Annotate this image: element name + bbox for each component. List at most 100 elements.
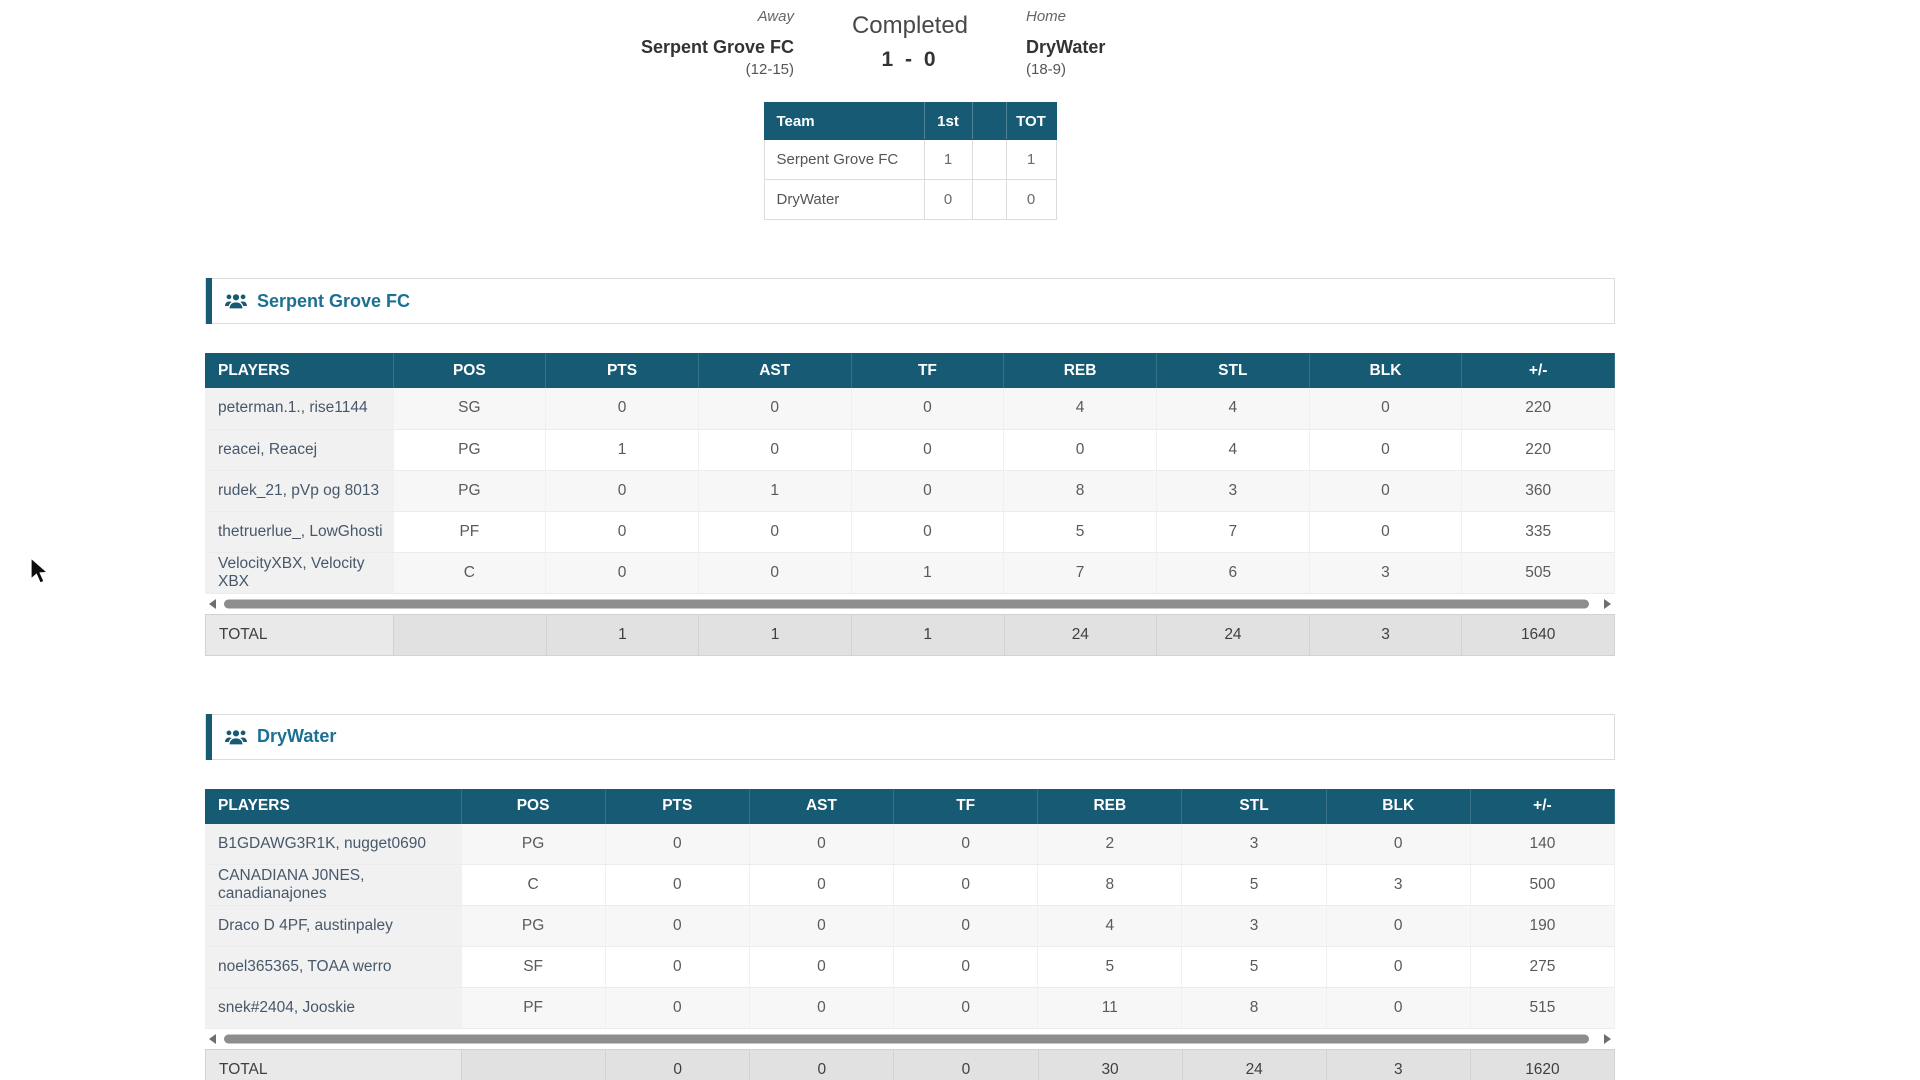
stat-value-cell: 0 [605,905,750,947]
stat-value-cell: PF [461,987,606,1029]
player-stats-table: PLAYERS POS PTS AST TF REB STL BLK +/- peterman.1… [205,353,1615,594]
stat-value-cell: 7 [1003,552,1157,594]
stat-value-cell: 0 [605,823,750,865]
player-row: peterman.1., rise1144 SG 0 0 0 4 4 0 220 [205,388,1615,430]
total-value-cell: 24 [1004,613,1158,656]
score-value-cell: 0 [923,179,973,220]
stat-value-cell: 4 [1156,388,1310,430]
stat-value-cell: 4 [1003,388,1157,430]
totals-row-table: TOTAL 0 0 0 30 24 3 1620 [205,1049,1616,1080]
stats-header-row: PLAYERS POS PTS AST TF REB STL BLK +/- [205,353,1615,388]
stat-value-cell: 190 [1470,905,1616,947]
stat-value-cell: 220 [1461,388,1615,430]
score-value-cell [971,179,1007,220]
stat-value-cell: 7 [1156,511,1310,553]
stat-value-cell: 5 [1003,511,1157,553]
users-icon [225,728,247,746]
stats-column-header: TF [851,353,1005,388]
home-team-name: DryWater [1026,37,1106,57]
scroll-right-arrow[interactable] [1604,598,1611,609]
stat-value-cell: 2 [1037,823,1183,865]
total-value-cell: 0 [605,1049,751,1080]
stat-value-cell: 360 [1461,470,1615,512]
stat-value-cell: 0 [1326,946,1471,988]
stat-value-cell: 3 [1156,470,1310,512]
stat-value-cell: 0 [749,905,895,947]
total-label-cell: TOTAL [205,613,394,656]
stat-value-cell: SF [461,946,606,988]
stat-value-cell: PG [393,429,547,471]
stat-value-cell: 0 [1326,823,1471,865]
total-value-cell: 1 [698,613,852,656]
accent-bar [206,278,212,324]
stat-value-cell: 0 [893,905,1039,947]
scrollbar-thumb[interactable] [224,1034,1589,1044]
score-value-cell: 0 [1005,179,1057,220]
stat-value-cell: 515 [1470,987,1616,1029]
stat-value-cell: 4 [1156,429,1310,471]
player-row: reacei, Reacej PG 1 0 0 0 4 0 220 [205,429,1615,471]
total-label-cell: TOTAL [205,1049,462,1080]
player-row: thetruerlue_, LowGhosti PF 0 0 0 5 7 0 335 [205,511,1615,553]
stat-value-cell: 0 [698,429,852,471]
stat-value-cell: 275 [1470,946,1616,988]
home-team-record: (18-9) [1026,61,1067,78]
player-names-cell: noel365365, TOAA werro [205,946,462,988]
stat-value-cell: 0 [545,470,699,512]
total-value-cell: 24 [1156,613,1310,656]
total-row: TOTAL 1 1 1 24 24 3 1640 [205,613,1615,656]
player-row: rudek_21, pVp og 8013 PG 0 1 0 8 3 0 360 [205,470,1615,512]
away-team-name: Serpent Grove FC [640,37,794,57]
scroll-right-arrow[interactable] [1604,1034,1611,1044]
stat-value-cell: 0 [1309,388,1463,430]
stat-value-cell: 0 [698,511,852,553]
player-stats-table: PLAYERS POS PTS AST TF REB STL BLK +/- B1GDAWG3R1… [205,788,1616,1029]
player-row: noel365365, TOAA werro SF 0 0 0 5 5 0 275 [205,946,1616,988]
stat-value-cell: 6 [1156,552,1310,594]
stat-value-cell: PF [393,511,547,553]
player-names-cell: Draco D 4PF, austinpaley [205,905,462,947]
stat-value-cell: 3 [1181,823,1327,865]
stat-value-cell: C [461,864,606,906]
score-column-header: TOT [1005,102,1057,140]
scrollbar-thumb[interactable] [224,599,1589,608]
player-row: Draco D 4PF, austinpaley PG 0 0 0 4 3 0 190 [205,905,1616,947]
home-team-block: Home DryWater (18-9) [1026,8,1615,78]
match-summary-header: Away Serpent Grove FC (12-15) Completed … [205,8,1615,78]
stat-value-cell: 0 [851,511,1005,553]
total-value-cell [461,1049,607,1080]
match-score: 1 - 0 [881,48,939,71]
stat-value-cell: 0 [545,511,699,553]
score-header-row: Team 1st TOT [763,102,1057,140]
stat-value-cell: C [393,552,547,594]
score-team-cell: DryWater [763,179,925,220]
scroll-left-arrow[interactable] [209,1034,216,1044]
score-team-cell: Serpent Grove FC [763,139,925,180]
stat-value-cell: 0 [893,823,1039,865]
stat-value-cell: 0 [1003,429,1157,471]
stats-column-header: PTS [545,353,699,388]
stat-value-cell: 0 [1309,429,1463,471]
player-names-cell: CANADIANA J0NES, canadianajones [205,864,462,906]
player-names-cell: thetruerlue_, LowGhosti [205,511,394,553]
horizontal-scrollbar [205,594,1615,614]
stat-value-cell: SG [393,388,547,430]
stat-value-cell: 1 [545,429,699,471]
total-value-cell: 30 [1038,1049,1183,1080]
score-column-header: 1st [923,102,973,140]
scroll-left-arrow[interactable] [209,598,216,609]
horizontal-scrollbar [205,1029,1615,1049]
stat-value-cell: 0 [1309,511,1463,553]
stat-value-cell: 0 [893,946,1039,988]
stat-value-cell: 3 [1181,905,1327,947]
stats-column-header: +/- [1470,788,1616,824]
score-row: Serpent Grove FC 1 1 [763,139,1057,180]
total-value-cell: 1 [851,613,1005,656]
stats-column-header: AST [698,353,852,388]
total-value-cell: 0 [749,1049,895,1080]
stats-column-header: +/- [1461,353,1615,388]
score-row: DryWater 0 0 [763,179,1057,220]
stat-value-cell: 8 [1181,987,1327,1029]
users-icon [225,292,247,310]
stat-value-cell: 8 [1037,864,1183,906]
